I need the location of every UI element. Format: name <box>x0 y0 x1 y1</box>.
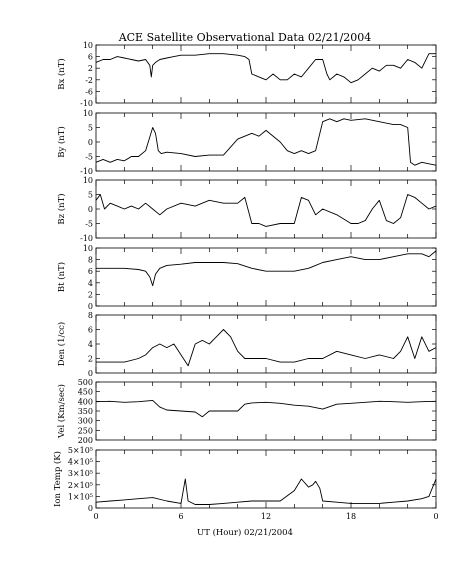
panel-frame <box>95 112 437 172</box>
y-axis-label: Den (1/cc) <box>56 322 67 366</box>
y-tick-label: 350 <box>78 407 93 416</box>
panel-7: 0 1×10⁵ 2×10⁵ 3×10⁵ 4×10⁵ 5×10⁵ Ion Temp (K) <box>52 446 437 513</box>
series-line <box>95 53 436 84</box>
y-tick-label: 0 <box>88 205 93 214</box>
y-tick-label: 450 <box>78 388 93 397</box>
panel-4: 0 2 4 6 8 10 Bt (nT) <box>56 244 437 311</box>
y-tick-label: 10 <box>83 109 93 118</box>
y-tick-label: 5 <box>88 124 93 133</box>
panel-frame <box>95 314 437 374</box>
y-tick-label: -10 <box>80 234 93 243</box>
x-tick-label: 6 <box>178 512 183 521</box>
x-tick-label: 0 <box>93 512 98 521</box>
y-tick-label: 5 <box>88 191 93 200</box>
series-line <box>95 399 437 418</box>
y-tick-label: 500 <box>78 378 93 387</box>
y-tick-label: 4 <box>88 340 93 349</box>
y-tick-label: 8 <box>88 311 93 320</box>
panel-frame <box>95 449 437 509</box>
y-tick-label: 6 <box>88 267 93 276</box>
y-tick-label: 200 <box>78 436 93 445</box>
y-tick-label: 1×10⁵ <box>68 492 93 501</box>
chart-title: ACE Satellite Observational Data 02/21/2… <box>118 31 372 44</box>
series-line <box>96 329 437 367</box>
y-tick-label: 0 <box>88 302 93 311</box>
x-axis-label: UT (Hour) 02/21/2004 <box>197 527 293 538</box>
y-tick-label: 250 <box>78 426 93 435</box>
y-axis-label: Bx (nT) <box>56 58 67 90</box>
x-tick-label: 0 <box>433 512 438 521</box>
y-axis-label: Ion Temp (K) <box>52 451 63 507</box>
y-axis-label: By (nT) <box>56 126 67 158</box>
y-tick-label: 8 <box>88 256 93 265</box>
panel-frame <box>95 247 437 307</box>
y-tick-label: 2 <box>88 64 93 73</box>
y-tick-label: 6 <box>88 326 93 335</box>
y-tick-label: -5 <box>85 153 93 162</box>
panel-frame <box>95 44 437 104</box>
y-tick-label: 3×10⁵ <box>68 469 93 478</box>
y-tick-label: 0 <box>88 138 93 147</box>
series-line <box>95 478 437 505</box>
series-line <box>95 118 437 166</box>
panel-5: 0 2 4 6 8 Den (1/cc) <box>56 311 437 378</box>
y-tick-label: 4 <box>88 279 93 288</box>
series-line <box>95 194 437 227</box>
y-axis-label: Bt (nT) <box>56 262 67 292</box>
x-tick-label: 18 <box>346 512 356 521</box>
panel-3: -10 -5 0 5 10 Bz (nT) <box>56 176 437 243</box>
y-tick-label: 2×10⁵ <box>68 481 93 490</box>
series-line <box>96 250 437 287</box>
y-tick-label: 300 <box>78 417 93 426</box>
y-tick-label: 6 <box>88 53 93 62</box>
panel-frame <box>95 179 437 239</box>
y-tick-label: 2 <box>88 290 93 299</box>
y-tick-label: 4×10⁵ <box>68 458 93 467</box>
y-tick-label: 10 <box>83 41 93 50</box>
panel-2: -10 -5 0 5 10 By (nT) <box>56 109 437 176</box>
y-axis-label: Bz (nT) <box>56 193 67 224</box>
panels-group: -10 -6 -2 2 6 10 Bx (nT) -10 -5 0 5 10 By (nT) -10 -5 0… <box>52 41 439 521</box>
y-tick-label: 5×10⁵ <box>68 446 93 455</box>
y-tick-label: 10 <box>83 176 93 185</box>
y-tick-label: -2 <box>85 76 93 85</box>
y-tick-label: -6 <box>85 87 93 96</box>
y-tick-label: 2 <box>88 355 93 364</box>
y-axis-label: Vel (Km/sec) <box>56 384 67 439</box>
y-tick-label: -5 <box>85 220 93 229</box>
y-tick-label: 0 <box>88 369 93 378</box>
y-tick-label: -10 <box>80 167 93 176</box>
y-tick-label: 10 <box>83 244 93 253</box>
y-tick-label: 400 <box>78 397 93 406</box>
panel-1: -10 -6 -2 2 6 10 Bx (nT) <box>56 41 437 108</box>
x-tick-label: 12 <box>261 512 271 521</box>
panel-frame <box>95 381 437 441</box>
y-tick-label: 0 <box>88 504 93 513</box>
y-tick-label: -10 <box>80 99 93 108</box>
